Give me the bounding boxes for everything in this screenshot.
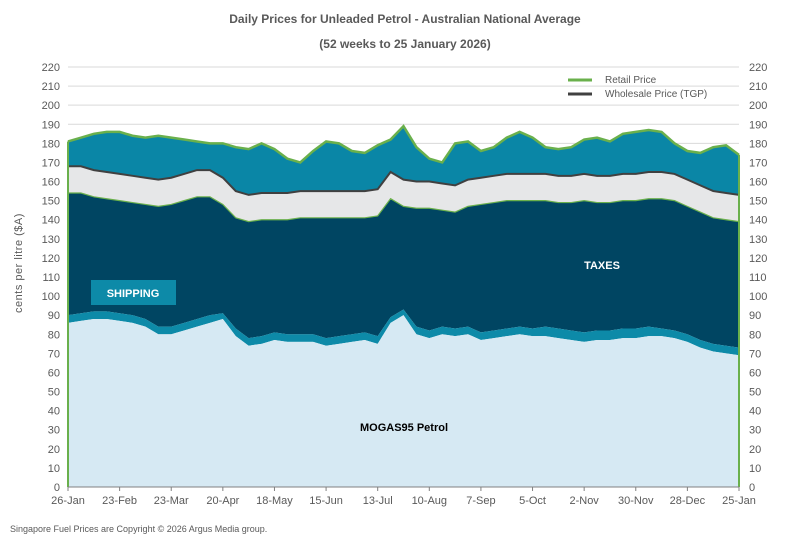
y-tick-right-180: 180: [749, 138, 767, 150]
retail-price-line: [67, 124, 740, 164]
y-tick-left-70: 70: [48, 348, 60, 360]
x-tick-23-Feb: 23-Feb: [102, 495, 137, 507]
x-tick-23-Mar: 23-Mar: [154, 495, 189, 507]
x-tick-13-Jul: 13-Jul: [363, 495, 393, 507]
y-ticks-right: 0 10 20 30 40 50 60 70 80 90 100 110 120 130 140 150 160…: [749, 62, 767, 494]
y-tick-left-220: 220: [42, 62, 60, 74]
y-tick-right-220: 220: [749, 62, 767, 74]
y-tick-left-90: 90: [48, 310, 60, 322]
price-lines: [67, 124, 740, 487]
shipping-area: [68, 309, 739, 356]
x-tick-2-Nov: 2-Nov: [569, 495, 599, 507]
y-tick-left-0: 0: [54, 482, 60, 494]
y-tick-left-50: 50: [48, 387, 60, 399]
y-tick-left-190: 190: [42, 119, 60, 131]
y-tick-right-140: 140: [749, 215, 767, 227]
legend-label-wholesale: Wholesale Price (TGP): [605, 89, 707, 100]
y-tick-left-210: 210: [42, 81, 60, 93]
y-tick-left-200: 200: [42, 100, 60, 112]
y-tick-right-200: 200: [749, 100, 767, 112]
retail-margin-area: [68, 126, 739, 195]
x-tick-7-Sep: 7-Sep: [466, 495, 495, 507]
x-tick-15-Jun: 15-Jun: [309, 495, 343, 507]
y-tick-left-20: 20: [48, 444, 60, 456]
taxes-label: TAXES: [584, 260, 620, 272]
y-tick-left-110: 110: [42, 272, 60, 284]
y-tick-right-100: 100: [749, 291, 767, 303]
y-tick-left-80: 80: [48, 329, 60, 341]
taxes-edge-line: [68, 192, 740, 223]
x-tick-20-Apr: 20-Apr: [206, 495, 239, 507]
y-tick-left-30: 30: [48, 425, 60, 437]
legend-label-retail: Retail Price: [605, 75, 657, 86]
y-tick-right-150: 150: [749, 196, 767, 208]
y-tick-right-120: 120: [749, 253, 767, 265]
y-tick-left-130: 130: [42, 234, 60, 246]
y-tick-right-10: 10: [749, 463, 761, 475]
y-tick-right-80: 80: [749, 329, 761, 341]
legend: Retail Price Wholesale Price (TGP): [568, 75, 707, 100]
y-tick-right-130: 130: [749, 234, 767, 246]
x-tick-25-Jan: 25-Jan: [722, 495, 756, 507]
mogas-area: [68, 315, 739, 487]
y-tick-left-40: 40: [48, 406, 60, 418]
x-tick-5-Oct: 5-Oct: [519, 495, 546, 507]
x-tick-10-Aug: 10-Aug: [412, 495, 447, 507]
y-tick-left-150: 150: [42, 196, 60, 208]
y-tick-right-190: 190: [749, 119, 767, 131]
wholesale-price-line: [68, 165, 740, 196]
y-tick-right-60: 60: [749, 367, 761, 379]
y-tick-right-110: 110: [749, 272, 767, 284]
y-tick-left-140: 140: [42, 215, 60, 227]
y-tick-right-170: 170: [749, 157, 767, 169]
x-tick-18-May: 18-May: [256, 495, 293, 507]
y-tick-right-90: 90: [749, 310, 761, 322]
y-tick-right-20: 20: [749, 444, 761, 456]
y-ticks-left: 0 10 20 30 40 50 60 70 80 90 100 110 120 130 140 150 160…: [42, 62, 60, 494]
y-tick-left-100: 100: [42, 291, 60, 303]
y-tick-left-160: 160: [42, 177, 60, 189]
y-tick-left-180: 180: [42, 138, 60, 150]
y-tick-left-10: 10: [48, 463, 60, 475]
x-tick-30-Nov: 30-Nov: [618, 495, 654, 507]
y-tick-right-210: 210: [749, 81, 767, 93]
wholesale-margin-area: [68, 166, 739, 222]
copyright-text: Singapore Fuel Prices are Copyright © 20…: [10, 524, 267, 534]
y-tick-right-0: 0: [749, 482, 755, 494]
y-tick-left-60: 60: [48, 367, 60, 379]
x-tick-28-Dec: 28-Dec: [670, 495, 706, 507]
y-tick-right-40: 40: [749, 406, 761, 418]
chart-title: Daily Prices for Unleaded Petrol - Austr…: [229, 12, 581, 26]
x-ticks: 26-Jan 23-Feb 23-Mar 20-Apr 18-May 15-Jun 13-J…: [51, 487, 756, 507]
y-tick-right-50: 50: [749, 387, 761, 399]
mogas-label: MOGAS95 Petrol: [360, 422, 448, 434]
y-tick-left-170: 170: [42, 157, 60, 169]
x-tick-26-Jan: 26-Jan: [51, 495, 85, 507]
y-tick-left-120: 120: [42, 253, 60, 265]
shipping-label-box: [91, 280, 176, 305]
y-axis-label: cents per litre ($A): [13, 213, 25, 313]
taxes-area: [68, 193, 739, 348]
y-tick-right-160: 160: [749, 177, 767, 189]
y-tick-right-30: 30: [749, 425, 761, 437]
chart-subtitle: (52 weeks to 25 January 2026): [319, 37, 490, 51]
shipping-label: SHIPPING: [107, 288, 160, 300]
area-layers: [68, 126, 739, 487]
y-tick-right-70: 70: [749, 348, 761, 360]
